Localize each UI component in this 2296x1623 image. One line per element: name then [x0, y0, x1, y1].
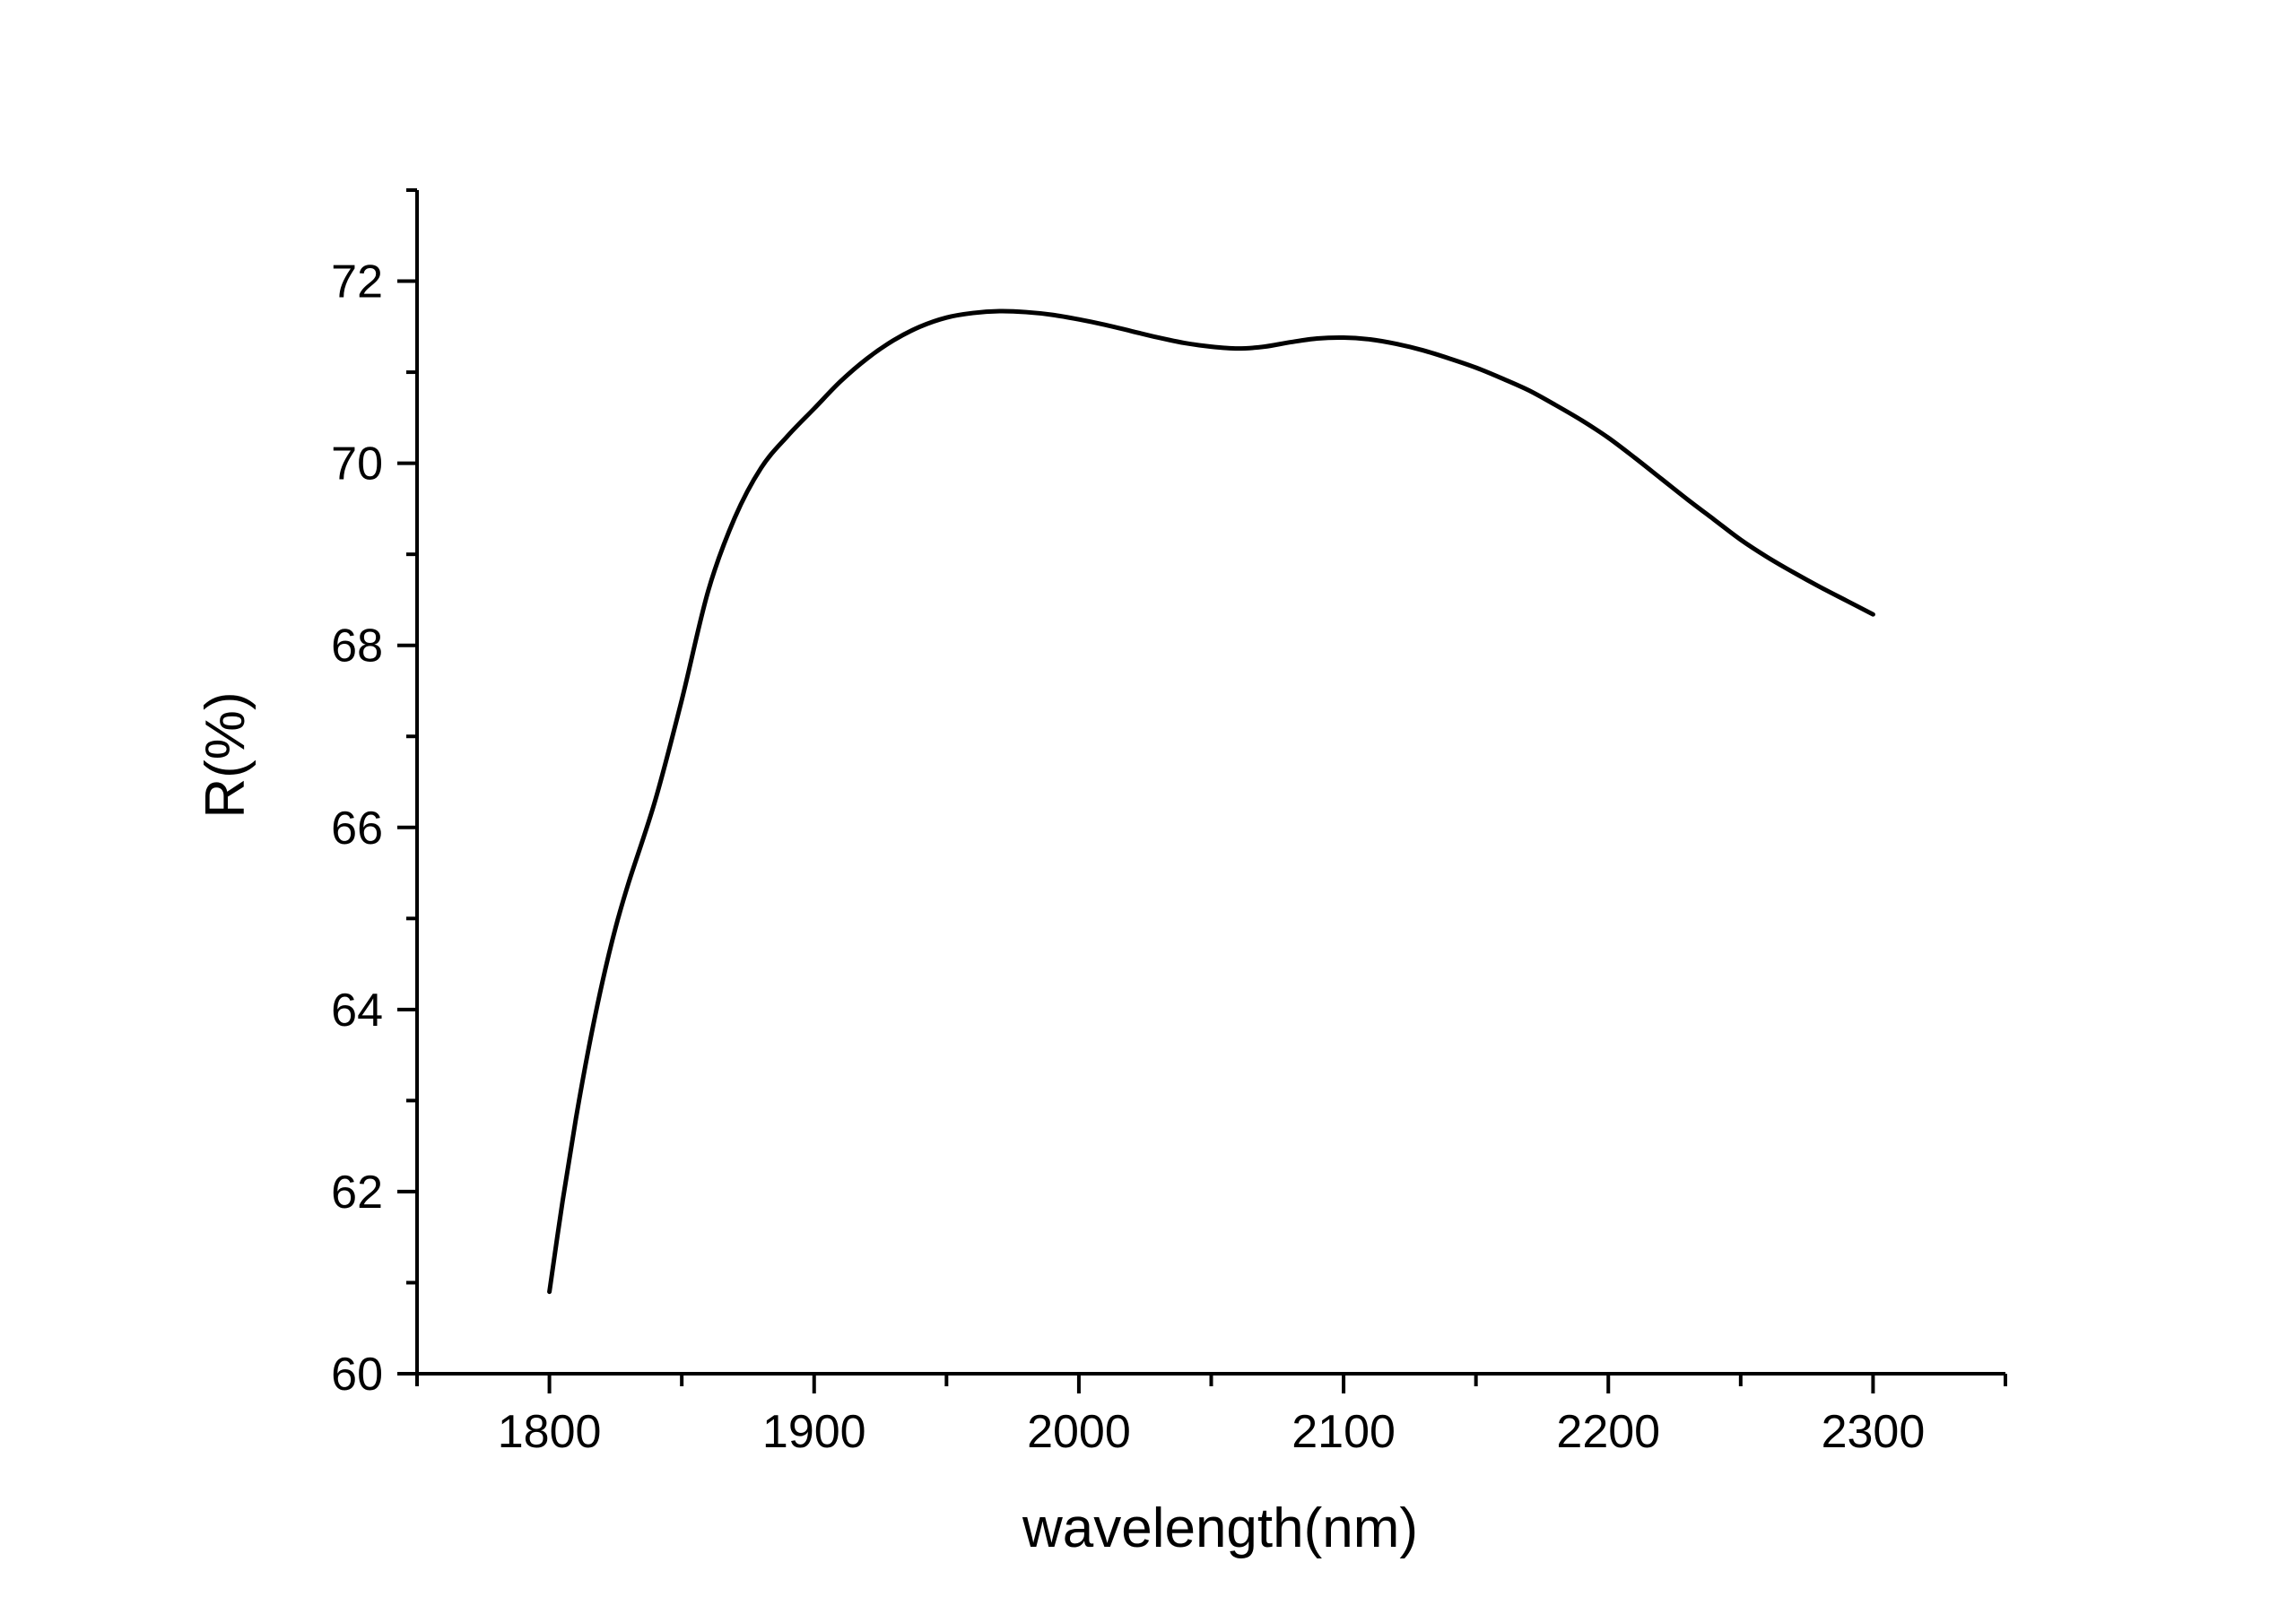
y-axis: 60 62 64 66 68 70 72 [331, 188, 419, 1401]
x-tick-label: 2100 [1292, 1406, 1396, 1458]
y-axis-title: R(%) [195, 691, 257, 818]
y-tick-label: 70 [331, 438, 383, 490]
y-tick-label: 64 [331, 985, 383, 1037]
x-axis: 1800 1900 2000 2100 2200 2300 [415, 1372, 2007, 1458]
x-tick-label: 1900 [762, 1406, 866, 1458]
x-tick-label: 2300 [1822, 1406, 1926, 1458]
y-tick-label: 60 [331, 1349, 383, 1401]
x-tick-label: 2200 [1556, 1406, 1660, 1458]
x-tick-label: 2000 [1027, 1406, 1131, 1458]
y-tick-label: 66 [331, 803, 383, 855]
y-tick-label: 72 [331, 256, 383, 308]
x-tick-label: 1800 [498, 1406, 602, 1458]
series-line [547, 308, 1875, 1295]
x-ticks: 1800 1900 2000 2100 2200 2300 [415, 1374, 2007, 1458]
y-ticks: 60 62 64 66 68 70 72 [331, 188, 417, 1401]
x-axis-title: wavelength(nm) [1022, 1497, 1418, 1559]
y-tick-label: 68 [331, 621, 383, 673]
plot-series [547, 308, 1875, 1295]
y-tick-label: 62 [331, 1167, 383, 1219]
